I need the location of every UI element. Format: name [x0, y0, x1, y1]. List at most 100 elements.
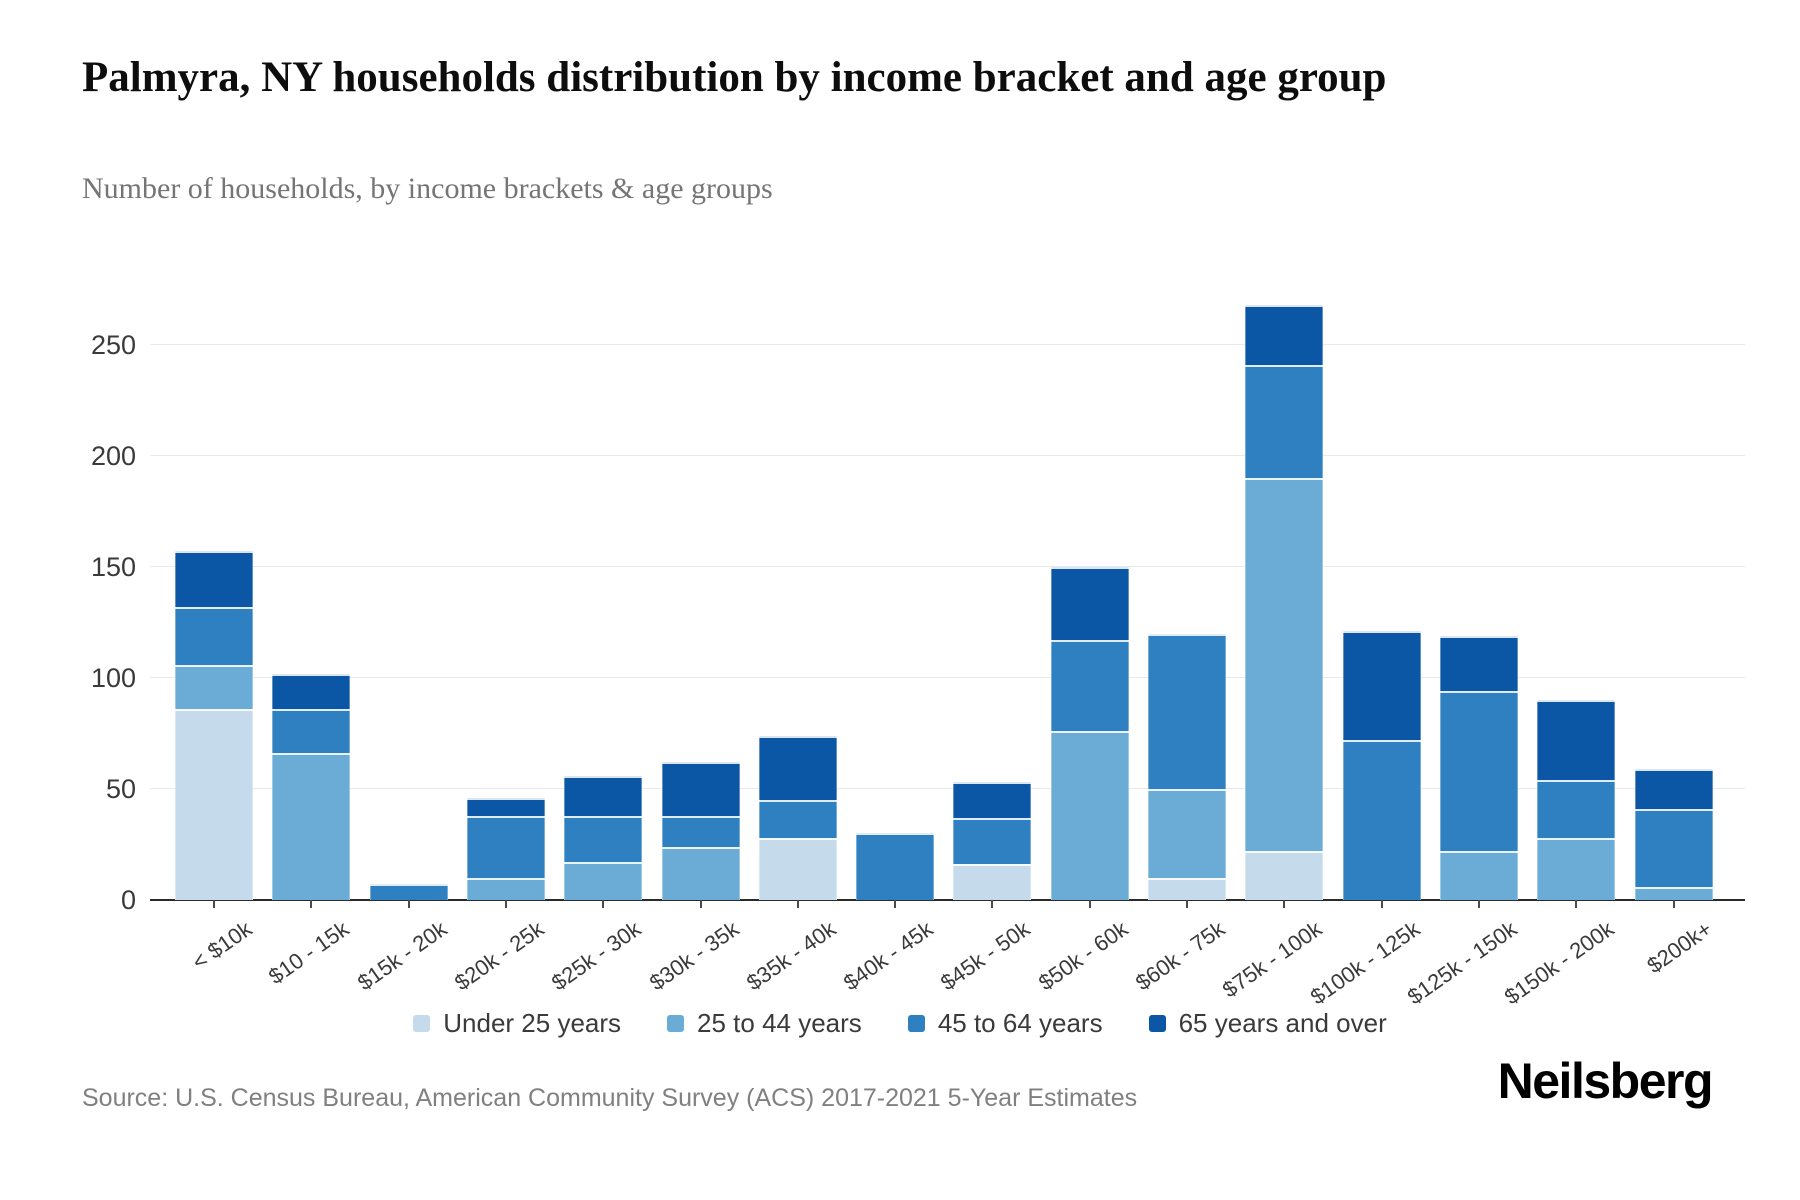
- bar-segment-$25k - 30k-65-and-over[interactable]: [564, 775, 643, 816]
- legend-item-45-to-64[interactable]: 45 to 64 years: [907, 1008, 1103, 1039]
- bar-segment-$125k - 150k-25-to-44[interactable]: [1439, 851, 1518, 900]
- bar-segment-$35k - 40k-45-to-64[interactable]: [758, 800, 837, 838]
- bar-segment-$30k - 35k-25-to-44[interactable]: [661, 846, 740, 900]
- bar-segment-$60k - 75k-under-25[interactable]: [1148, 877, 1226, 900]
- x-axis-tick: [1575, 900, 1578, 908]
- chart-subtitle: Number of households, by income brackets…: [82, 172, 773, 205]
- bar-segment-$25k - 30k-45-to-64[interactable]: [564, 815, 643, 863]
- bar-segment-$45k - 50k-under-25[interactable]: [953, 864, 1032, 900]
- bar-segment-< $10k-25-to-44[interactable]: [175, 664, 253, 710]
- source-text: Source: U.S. Census Bureau, American Com…: [82, 1084, 1138, 1112]
- bar-segment-$150k - 200k-65-and-over[interactable]: [1537, 700, 1616, 781]
- legend-label-under-25: Under 25 years: [443, 1008, 622, 1038]
- bar-segment-$60k - 75k-45-to-64[interactable]: [1148, 633, 1226, 789]
- bar-segment-$150k - 200k-45-to-64[interactable]: [1537, 780, 1616, 838]
- bar-segment-$75k - 100k-under-25[interactable]: [1245, 851, 1324, 900]
- bar-segment-$200k+-25-to-44[interactable]: [1634, 886, 1713, 900]
- bar-segment-$10 - 15k-65-and-over[interactable]: [272, 673, 351, 710]
- x-axis-category-label: $50k - 60k: [1033, 916, 1133, 996]
- x-axis-tick: [1380, 900, 1383, 908]
- x-axis-tick: [699, 900, 702, 908]
- x-axis-tick: [1283, 900, 1286, 908]
- legend-swatch-25-to-44: [667, 1015, 685, 1032]
- x-axis-category-label: $60k - 75k: [1130, 916, 1230, 996]
- x-axis-category-label: $25k - 30k: [547, 916, 646, 996]
- gridline-150: [150, 566, 1745, 567]
- bar-segment-$100k - 125k-65-and-over[interactable]: [1342, 631, 1421, 741]
- gridline-200: [150, 455, 1745, 456]
- bar-segment-$25k - 30k-25-to-44[interactable]: [564, 862, 643, 900]
- legend-item-65-and-over[interactable]: 65 years and over: [1148, 1008, 1387, 1039]
- x-axis-tick: [1088, 900, 1091, 908]
- x-axis-category-label: $10 - 15k: [264, 916, 354, 990]
- bar-segment-$30k - 35k-45-to-64[interactable]: [661, 815, 740, 847]
- y-axis-tick-label: 50: [105, 774, 136, 804]
- gridline-50: [150, 788, 1745, 789]
- bar-segment-$30k - 35k-65-and-over[interactable]: [661, 762, 740, 816]
- bar-segment-$60k - 75k-25-to-44[interactable]: [1148, 789, 1226, 878]
- y-axis-tick-label: 200: [90, 441, 136, 471]
- bar-segment-< $10k-45-to-64[interactable]: [175, 606, 253, 665]
- bar-segment-$10 - 15k-45-to-64[interactable]: [272, 709, 351, 754]
- gridline-100: [150, 677, 1745, 678]
- bar-segment-$35k - 40k-65-and-over[interactable]: [758, 735, 837, 801]
- bar-segment-$15k - 20k-45-to-64[interactable]: [369, 884, 448, 900]
- x-axis-tick: [602, 900, 605, 908]
- y-axis-tick-label: 250: [90, 330, 136, 360]
- x-axis-tick: [894, 900, 897, 908]
- bar-segment-$40k - 45k-45-to-64[interactable]: [856, 833, 935, 900]
- bar-segment-$200k+-45-to-64[interactable]: [1634, 809, 1713, 887]
- plot-area: < $10k $10 - 15k $15k - 20k $20k - 25k $25k …: [150, 290, 1745, 1009]
- x-axis-category-label: $15k - 20k: [352, 916, 451, 996]
- x-axis-tick: [213, 900, 215, 908]
- x-axis-category-label: < $10k: [187, 916, 257, 975]
- x-axis-category-label: $200k+: [1641, 916, 1716, 979]
- legend-label-45-to-64: 45 to 64 years: [937, 1008, 1103, 1038]
- x-axis-category-label: $45k - 50k: [936, 916, 1035, 996]
- x-axis-tick: [1186, 900, 1188, 908]
- legend-swatch-65-and-over: [1148, 1015, 1166, 1032]
- bar-segment-$200k+-65-and-over[interactable]: [1634, 769, 1713, 809]
- legend-swatch-under-25: [413, 1015, 431, 1032]
- bar-segment-$75k - 100k-65-and-over[interactable]: [1245, 305, 1324, 365]
- legend-item-25-to-44[interactable]: 25 to 44 years: [667, 1008, 862, 1039]
- x-axis-tick: [796, 900, 799, 908]
- x-axis-line: [150, 899, 1745, 901]
- y-axis-tick-label: 150: [90, 552, 136, 582]
- y-axis-tick-label: 0: [120, 885, 136, 915]
- bar-segment-$10 - 15k-25-to-44[interactable]: [272, 753, 351, 900]
- legend-item-under-25[interactable]: Under 25 years: [413, 1008, 621, 1039]
- gridline-250: [150, 344, 1745, 345]
- x-axis-tick: [310, 900, 313, 908]
- bar-segment-$20k - 25k-65-and-over[interactable]: [466, 797, 545, 816]
- bar-segment-$50k - 60k-65-and-over[interactable]: [1050, 567, 1129, 641]
- bar-segment-$20k - 25k-45-to-64[interactable]: [466, 815, 545, 878]
- bar-segment-$50k - 60k-45-to-64[interactable]: [1050, 640, 1129, 732]
- bar-segment-< $10k-65-and-over[interactable]: [175, 551, 253, 607]
- bar-segment-$50k - 60k-25-to-44[interactable]: [1050, 731, 1129, 900]
- bar-segment-$75k - 100k-25-to-44[interactable]: [1245, 478, 1324, 852]
- x-axis-category-label: $30k - 35k: [644, 916, 743, 996]
- brand-logo: Neilsberg: [1497, 1053, 1714, 1109]
- legend-label-25-to-44: 25 to 44 years: [697, 1008, 862, 1038]
- bar-segment-$45k - 50k-45-to-64[interactable]: [953, 817, 1032, 865]
- x-axis-category-label: $40k - 45k: [838, 916, 938, 996]
- x-axis-tick: [1672, 900, 1675, 908]
- x-axis-category-label: $20k - 25k: [449, 916, 549, 996]
- x-axis-category-label: $100k - 125k: [1305, 916, 1424, 1010]
- bar-segment-< $10k-under-25[interactable]: [175, 709, 253, 900]
- bar-segment-$75k - 100k-45-to-64[interactable]: [1245, 364, 1324, 479]
- bar-segment-$125k - 150k-45-to-64[interactable]: [1439, 691, 1518, 852]
- bar-segment-$100k - 125k-45-to-64[interactable]: [1342, 740, 1421, 900]
- bar-segment-$20k - 25k-25-to-44[interactable]: [466, 877, 545, 900]
- bar-segment-$125k - 150k-65-and-over[interactable]: [1439, 635, 1518, 692]
- x-axis-tick: [991, 900, 994, 908]
- bar-segment-$45k - 50k-65-and-over[interactable]: [953, 782, 1032, 818]
- x-axis-tick: [504, 900, 507, 908]
- legend-swatch-45-to-64: [907, 1015, 925, 1032]
- legend: Under 25 years 25 to 44 years 45 to 64 yea…: [0, 1008, 1800, 1039]
- bar-segment-$35k - 40k-under-25[interactable]: [758, 837, 837, 900]
- x-axis-tick: [407, 900, 410, 908]
- x-axis-category-label: $35k - 40k: [741, 916, 841, 996]
- bar-segment-$150k - 200k-25-to-44[interactable]: [1537, 837, 1616, 900]
